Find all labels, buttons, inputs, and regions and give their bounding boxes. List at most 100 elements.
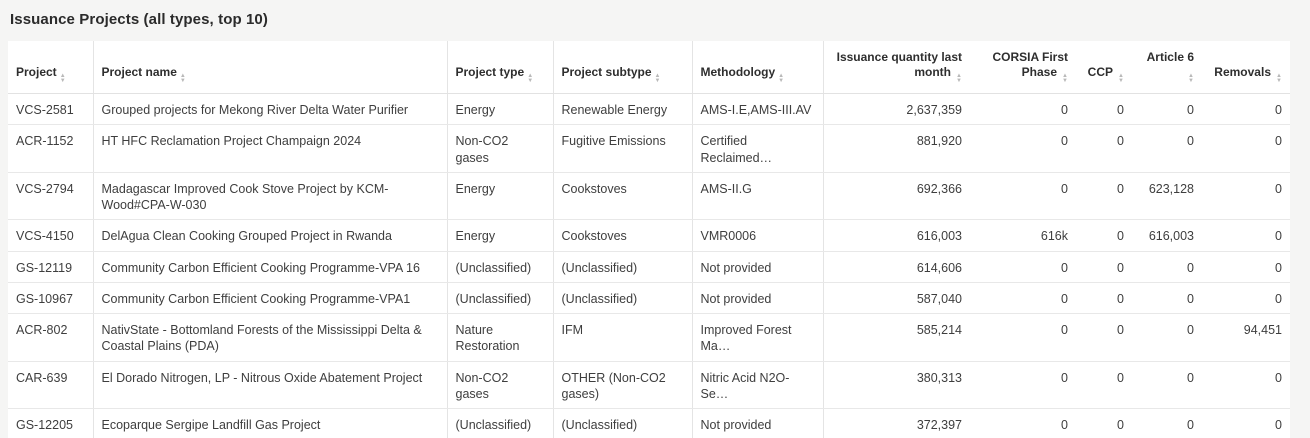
table-row: GS-10967 Community Carbon Efficient Cooki… <box>8 282 1290 315</box>
cell-project: VCS-4150 <box>8 219 94 252</box>
column-header-article6[interactable]: Article 6 ▲ ▼ <box>1132 41 1202 94</box>
cell-subtype: (Unclassified) <box>553 251 693 283</box>
cell-subtype: Cookstoves <box>553 172 693 221</box>
cell-corsia: 0 <box>970 361 1076 409</box>
cell-type: (Unclassified) <box>447 251 554 283</box>
column-header-corsia[interactable]: CORSIA First Phase ▲ ▼ <box>970 41 1076 94</box>
cell-removals: 0 <box>1202 408 1290 438</box>
cell-subtype: Cookstoves <box>553 219 693 252</box>
column-header-project[interactable]: Project ▲ ▼ <box>8 41 94 94</box>
cell-type: Non-CO2 gases <box>447 124 554 173</box>
cell-corsia: 0 <box>970 251 1076 283</box>
cell-project: VCS-2581 <box>8 93 94 126</box>
cell-corsia: 0 <box>970 124 1076 173</box>
cell-removals: 94,451 <box>1202 313 1290 362</box>
table-wrap: Project ▲ ▼ Project name ▲ ▼ Project type ▲ ▼ Pro… <box>8 41 1292 438</box>
cell-article6: 0 <box>1132 361 1202 409</box>
cell-name: Community Carbon Efficient Cooking Progr… <box>93 251 448 283</box>
cell-type: (Unclassified) <box>447 408 554 438</box>
cell-ccp: 0 <box>1076 361 1132 409</box>
cell-subtype: (Unclassified) <box>553 408 693 438</box>
cell-name: El Dorado Nitrogen, LP - Nitrous Oxide A… <box>93 361 448 409</box>
cell-removals: 0 <box>1202 93 1290 126</box>
cell-article6: 0 <box>1132 251 1202 283</box>
sort-icon[interactable]: ▲ ▼ <box>527 73 534 84</box>
sort-icon[interactable]: ▲ ▼ <box>956 73 962 84</box>
cell-subtype: IFM <box>553 313 693 362</box>
column-header-name[interactable]: Project name ▲ ▼ <box>93 41 448 94</box>
column-header-methodology[interactable]: Methodology ▲ ▼ <box>692 41 824 94</box>
table-row: CAR-639 El Dorado Nitrogen, LP - Nitrous … <box>8 361 1290 409</box>
cell-removals: 0 <box>1202 361 1290 409</box>
cell-name: DelAgua Clean Cooking Grouped Project in… <box>93 219 448 252</box>
cell-ccp: 0 <box>1076 93 1132 126</box>
cell-type: (Unclassified) <box>447 282 554 315</box>
sort-icon[interactable]: ▲ ▼ <box>179 73 186 84</box>
column-header-label: Project subtype <box>561 65 652 79</box>
cell-project: ACR-802 <box>8 313 94 362</box>
cell-project: CAR-639 <box>8 361 94 409</box>
cell-corsia: 0 <box>970 172 1076 221</box>
cell-name: Madagascar Improved Cook Stove Project b… <box>93 172 448 221</box>
cell-ccp: 0 <box>1076 408 1132 438</box>
cell-ccp: 0 <box>1076 124 1132 173</box>
cell-methodology: Certified Reclaimed… <box>692 124 824 173</box>
column-header-label: CCP <box>1087 65 1113 79</box>
column-header-label: Issuance quantity last month <box>836 50 962 79</box>
table-row: VCS-4150 DelAgua Clean Cooking Grouped Pr… <box>8 219 1290 252</box>
table-row: VCS-2581 Grouped projects for Mekong Rive… <box>8 93 1290 126</box>
cell-article6: 0 <box>1132 124 1202 173</box>
sort-icon[interactable]: ▲ ▼ <box>654 73 661 84</box>
cell-article6: 0 <box>1132 282 1202 315</box>
cell-methodology: Not provided <box>692 282 824 315</box>
cell-removals: 0 <box>1202 124 1290 173</box>
cell-ccp: 0 <box>1076 251 1132 283</box>
cell-corsia: 0 <box>970 93 1076 126</box>
cell-corsia: 0 <box>970 408 1076 438</box>
cell-ccp: 0 <box>1076 282 1132 315</box>
sort-icon[interactable]: ▲ ▼ <box>1062 73 1068 84</box>
cell-methodology: Nitric Acid N2O- Se… <box>692 361 824 409</box>
column-header-subtype[interactable]: Project subtype ▲ ▼ <box>553 41 693 94</box>
sort-icon[interactable]: ▲ ▼ <box>59 73 66 84</box>
sort-icon[interactable]: ▲ ▼ <box>1276 73 1282 84</box>
cell-qty: 585,214 <box>823 313 970 362</box>
column-header-type[interactable]: Project type ▲ ▼ <box>447 41 554 94</box>
table-row: GS-12119 Community Carbon Efficient Cooki… <box>8 251 1290 283</box>
cell-methodology: VMR0006 <box>692 219 824 252</box>
cell-ccp: 0 <box>1076 313 1132 362</box>
cell-name: HT HFC Reclamation Project Champaign 202… <box>93 124 448 173</box>
cell-project: GS-10967 <box>8 282 94 315</box>
cell-corsia: 0 <box>970 313 1076 362</box>
sort-icon[interactable]: ▲ ▼ <box>1188 73 1194 84</box>
cell-name: Ecoparque Sergipe Landfill Gas Project <box>93 408 448 438</box>
column-header-label: Project <box>16 65 57 79</box>
column-header-label: Removals <box>1214 65 1271 79</box>
cell-qty: 587,040 <box>823 282 970 315</box>
cell-methodology: Not provided <box>692 408 824 438</box>
column-header-label: CORSIA First Phase <box>992 50 1068 79</box>
cell-subtype: OTHER (Non-CO2 gases) <box>553 361 693 409</box>
cell-methodology: Not provided <box>692 251 824 283</box>
cell-qty: 881,920 <box>823 124 970 173</box>
column-header-removals[interactable]: Removals ▲ ▼ <box>1202 41 1290 94</box>
cell-ccp: 0 <box>1076 172 1132 221</box>
column-header-qty[interactable]: Issuance quantity last month ▲ ▼ <box>823 41 970 94</box>
cell-methodology: AMS-I.E,AMS-III.AV <box>692 93 824 126</box>
cell-subtype: Renewable Energy <box>553 93 693 126</box>
cell-type: Energy <box>447 172 554 221</box>
column-header-ccp[interactable]: CCP ▲ ▼ <box>1076 41 1132 94</box>
cell-project: GS-12119 <box>8 251 94 283</box>
column-header-label: Project name <box>101 65 177 79</box>
sort-icon[interactable]: ▲ ▼ <box>1118 73 1124 84</box>
cell-qty: 692,366 <box>823 172 970 221</box>
cell-project: VCS-2794 <box>8 172 94 221</box>
cell-name: Grouped projects for Mekong River Delta … <box>93 93 448 126</box>
cell-project: GS-12205 <box>8 408 94 438</box>
cell-type: Non-CO2 gases <box>447 361 554 409</box>
cell-project: ACR-1152 <box>8 124 94 173</box>
sort-icon[interactable]: ▲ ▼ <box>778 73 785 84</box>
table-row: GS-12205 Ecoparque Sergipe Landfill Gas P… <box>8 408 1290 438</box>
cell-qty: 372,397 <box>823 408 970 438</box>
